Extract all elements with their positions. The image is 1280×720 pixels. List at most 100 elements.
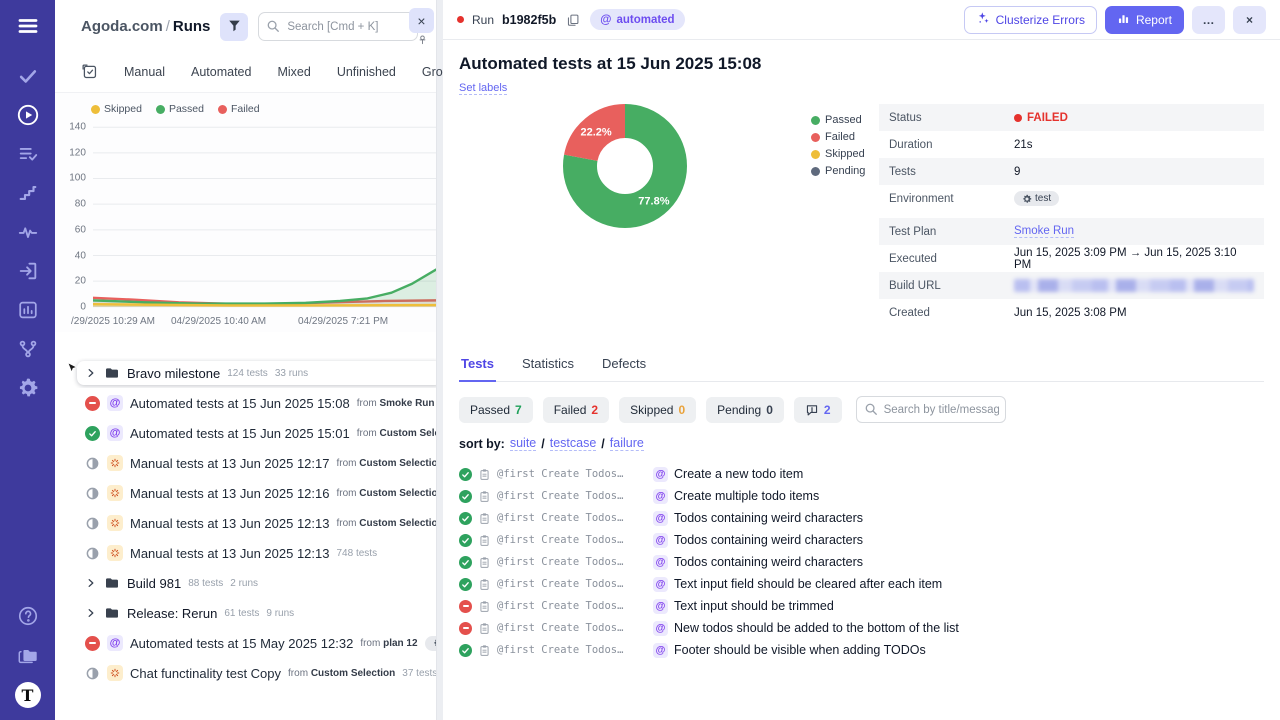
test-title[interactable]: Todos containing weird characters [674, 555, 863, 569]
test-suite: @first Create Todos… [497, 468, 624, 480]
run-row[interactable]: Chat functinality test Copy from Custom S… [55, 658, 436, 688]
test-passed-icon [459, 577, 472, 591]
legend-item-skipped[interactable]: Skipped [91, 103, 142, 115]
more-button[interactable]: … [1192, 5, 1225, 34]
run-row[interactable]: Manual tests at 13 Jun 2025 12:17 from Cu… [55, 448, 436, 478]
run-row[interactable]: Manual tests at 13 Jun 2025 12:16 from Cu… [55, 478, 436, 508]
test-title[interactable]: Create a new todo item [674, 467, 804, 481]
detail-tab-tests[interactable]: Tests [459, 352, 496, 382]
breadcrumb-project[interactable]: Agoda.com [81, 18, 163, 35]
run-group-row[interactable]: Build 981 88 tests 2 runs [55, 568, 436, 598]
run-group-row[interactable]: Bravo milestone 124 tests 33 runs [55, 358, 436, 388]
test-title[interactable]: Todos containing weird characters [674, 533, 863, 547]
report-button[interactable]: Report [1104, 5, 1184, 34]
testomat-logo[interactable]: T [14, 682, 41, 708]
manual-run-icon [107, 665, 123, 681]
run-row[interactable]: Manual tests at 13 Jun 2025 12:13 from Cu… [55, 508, 436, 538]
donut-legend-item-pending[interactable]: Pending [811, 165, 865, 177]
copy-icon[interactable] [564, 11, 582, 29]
sort-option-suite[interactable]: suite [509, 436, 537, 451]
sidebar-branch-icon[interactable] [16, 337, 40, 361]
test-title[interactable]: Text input should be trimmed [674, 599, 834, 613]
test-row[interactable]: @first Create Todos… @ Todos containing we… [459, 551, 1264, 573]
tests-search-input[interactable] [855, 396, 1006, 423]
manual-run-icon [107, 485, 123, 501]
run-row[interactable]: Manual tests at 13 Jun 2025 12:13 748 tes… [55, 538, 436, 568]
y-tick-label: 120 [69, 147, 86, 159]
run-row[interactable]: @ Automated tests at 15 May 2025 12:32 fro… [55, 628, 436, 658]
automated-test-icon: @ [653, 642, 668, 658]
test-row[interactable]: @first Create Todos… @ New todos should be… [459, 617, 1264, 639]
sidebar-bar-chart-icon[interactable] [16, 298, 40, 322]
test-suite: @first Create Todos… [497, 578, 624, 590]
sidebar-help-icon[interactable] [16, 604, 40, 628]
sidebar-folders-icon[interactable] [16, 643, 40, 667]
test-passed-icon [459, 643, 472, 657]
run-row[interactable]: @ Automated tests at 15 Jun 2025 15:01 fro… [55, 418, 436, 448]
test-plan-link[interactable]: Smoke Run [1014, 225, 1075, 238]
test-row[interactable]: @first Create Todos… @ Todos containing we… [459, 529, 1264, 551]
tab-manual[interactable]: Manual [124, 64, 165, 79]
run-id: b1982f5b [502, 12, 557, 27]
legend-label: Passed [168, 103, 204, 115]
chip-pending[interactable]: Pending 0 [706, 396, 784, 423]
chip-failed[interactable]: Failed 2 [542, 396, 610, 423]
test-row[interactable]: @first Create Todos… @ Footer should be vi… [459, 639, 1264, 661]
test-title[interactable]: Text input field should be cleared after… [674, 577, 943, 591]
search-input[interactable] [258, 12, 419, 41]
close-detail-button[interactable]: × [1233, 5, 1266, 34]
chip-comments[interactable]: 2 [793, 396, 842, 423]
donut-legend-item-passed[interactable]: Passed [811, 114, 865, 126]
tab-automated[interactable]: Automated [191, 64, 252, 79]
panel-close-button[interactable]: × [409, 8, 434, 33]
test-title[interactable]: Todos containing weird characters [674, 511, 863, 525]
test-title[interactable]: New todos should be added to the bottom … [674, 621, 959, 635]
sort-option-failure[interactable]: failure [609, 436, 644, 451]
sidebar-menu-icon[interactable] [16, 14, 40, 38]
test-row[interactable]: @first Create Todos… @ Text input field sh… [459, 573, 1264, 595]
test-title[interactable]: Footer should be visible when adding TOD… [674, 643, 926, 657]
select-all-icon[interactable] [81, 63, 98, 80]
run-count: 9 runs [266, 607, 295, 619]
chevron-right-icon[interactable] [85, 607, 97, 619]
test-title[interactable]: Create multiple todo items [674, 489, 820, 503]
sidebar-steps-icon[interactable] [16, 181, 40, 205]
chip-passed[interactable]: Passed 7 [459, 396, 533, 423]
redacted-build-url [1014, 279, 1254, 292]
test-row[interactable]: @first Create Todos… @ Todos containing we… [459, 507, 1264, 529]
legend-item-failed[interactable]: Failed [217, 103, 260, 115]
run-group-row[interactable]: Release: Rerun 61 tests 9 runs [55, 598, 436, 628]
donut-legend-item-failed[interactable]: Failed [811, 131, 865, 143]
sidebar-check-icon[interactable] [16, 64, 40, 88]
sidebar-list-check-icon[interactable] [16, 142, 40, 166]
test-suite: @first Create Todos… [497, 512, 624, 524]
detail-tab-statistics[interactable]: Statistics [522, 356, 575, 371]
chip-skipped[interactable]: Skipped 0 [619, 396, 697, 423]
tab-mixed[interactable]: Mixed [277, 64, 311, 79]
test-failed-icon [459, 621, 472, 635]
test-row[interactable]: @first Create Todos… @ Create a new todo i… [459, 463, 1264, 485]
chevron-right-icon[interactable] [85, 367, 97, 379]
sidebar-play-icon[interactable] [16, 103, 40, 127]
automated-badge[interactable]: @ automated [590, 9, 685, 30]
breadcrumb[interactable]: Agoda.com / Runs [81, 18, 210, 35]
sort-option-testcase[interactable]: testcase [549, 436, 597, 451]
svg-text:22.2%: 22.2% [580, 127, 611, 139]
tab-unfinished[interactable]: Unfinished [336, 64, 396, 79]
test-row[interactable]: @first Create Todos… @ Text input should b… [459, 595, 1264, 617]
set-labels-link[interactable]: Set labels [459, 82, 508, 95]
donut-legend-item-skipped[interactable]: Skipped [811, 148, 865, 160]
sidebar-activity-icon[interactable] [16, 220, 40, 244]
detail-tab-defects[interactable]: Defects [602, 356, 647, 371]
clusterize-errors-button[interactable]: Clusterize Errors [963, 5, 1097, 34]
filter-button[interactable] [220, 12, 249, 41]
run-row[interactable]: @ Automated tests at 15 Jun 2025 15:08 fro… [55, 388, 436, 418]
test-row[interactable]: @first Create Todos… @ Create multiple tod… [459, 485, 1264, 507]
sidebar-import-icon[interactable] [16, 259, 40, 283]
chevron-right-icon[interactable] [85, 577, 97, 589]
legend-item-passed[interactable]: Passed [155, 103, 204, 115]
pin-icon[interactable] [417, 32, 428, 50]
environment-badge: test [424, 635, 436, 651]
sidebar-gear-icon[interactable] [16, 376, 40, 400]
automated-test-icon: @ [653, 510, 668, 526]
